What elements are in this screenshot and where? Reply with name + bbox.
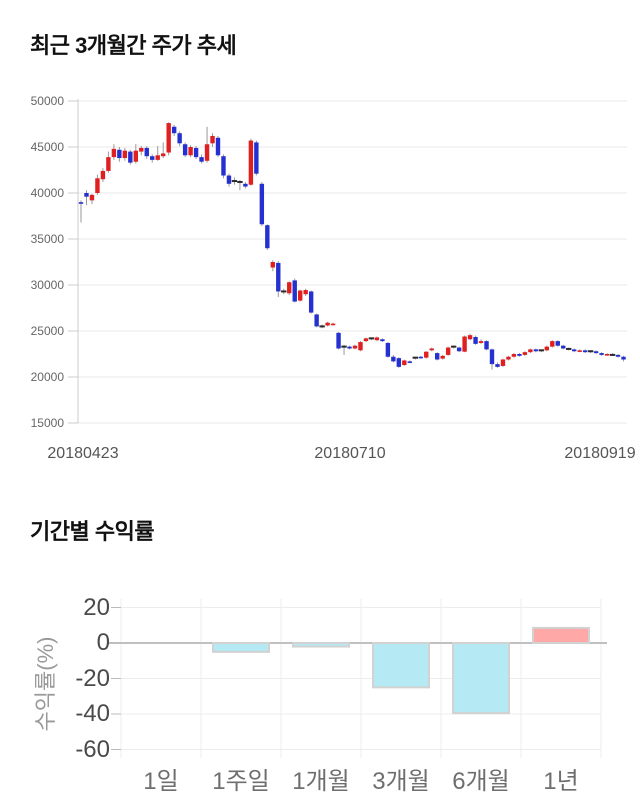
returns-y-tick: 20 [83, 593, 110, 621]
price-x-tick: 20180919 [564, 445, 636, 462]
price-y-tick: 45000 [30, 140, 64, 154]
price-y-tick: 20000 [30, 370, 64, 384]
returns-x-category: 1일 [143, 768, 179, 795]
returns-y-tick: 0 [96, 629, 110, 656]
price-y-tick: 15000 [30, 416, 64, 430]
returns-x-category: 6개월 [452, 768, 510, 795]
returns-x-category: 1년 [543, 768, 579, 795]
returns-y-tick: -20 [75, 664, 110, 692]
price-y-tick: 35000 [30, 232, 64, 246]
returns-x-category: 1주일 [212, 768, 270, 795]
price-y-tick: 50000 [30, 94, 64, 108]
returns-y-tick: -40 [75, 700, 110, 727]
returns-x-category: 3개월 [372, 768, 430, 795]
returns-chart-title: 기간별 수익률 [30, 519, 155, 544]
returns-x-category: 1개월 [292, 768, 350, 795]
price-chart-title: 최근 3개월간 주가 추세 [30, 33, 237, 58]
price-x-tick: 20180423 [47, 445, 119, 462]
returns-y-tick: -60 [75, 735, 110, 763]
price-y-tick: 40000 [30, 186, 64, 200]
price-x-tick: 20180710 [314, 445, 386, 462]
price-y-tick: 25000 [30, 324, 64, 338]
price-y-tick: 30000 [30, 278, 64, 292]
